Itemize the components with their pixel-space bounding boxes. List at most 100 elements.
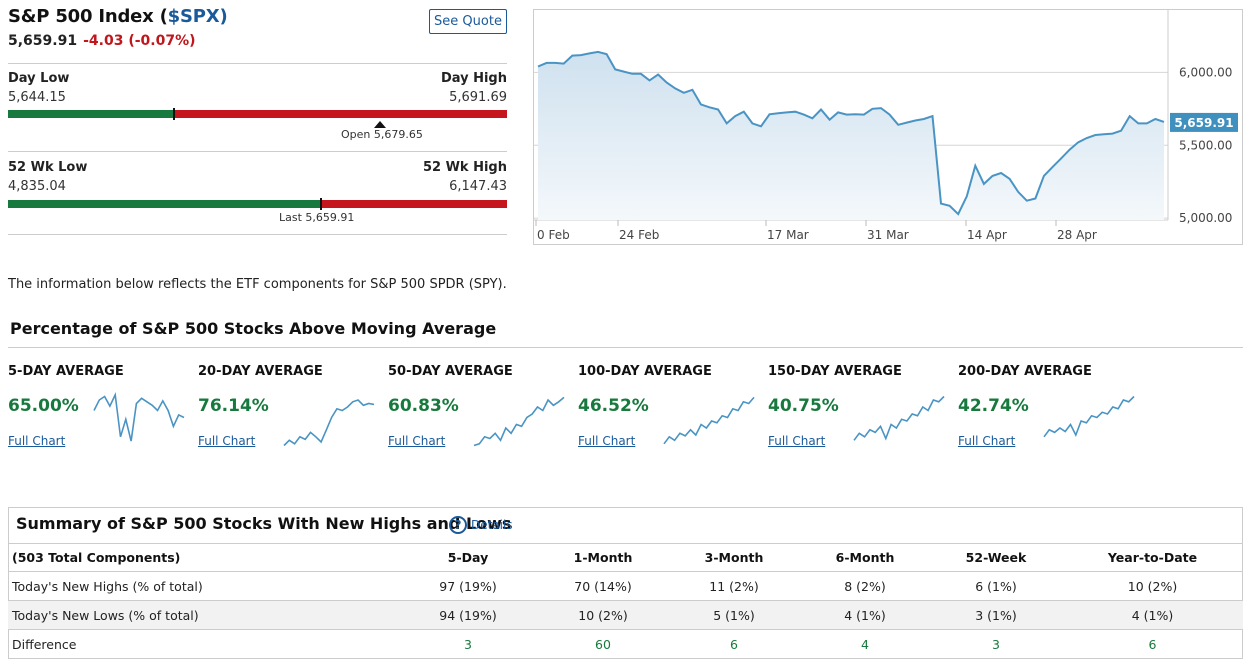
summary-table: (503 Total Components) 5-Day 1-Month 3-Mont…: [8, 543, 1243, 659]
divider: [8, 347, 1243, 348]
ma-card-label: 100-DAY AVERAGE: [578, 364, 712, 379]
table-header-period: Year-to-Date: [1062, 543, 1243, 572]
wk52-range-low-segment: [8, 200, 321, 208]
wk52-low-label: 52 Wk Low: [8, 160, 88, 175]
price-chart-svg: 0 Feb 24 Feb 17 Mar 31 Mar 14 Apr 28 Apr 6,000…: [534, 10, 1238, 242]
divider: [8, 151, 507, 152]
x-tick-label: 28 Apr: [1057, 228, 1097, 242]
day-range-marker: [173, 108, 175, 120]
table-header-row: (503 Total Components) 5-Day 1-Month 3-Mont…: [8, 543, 1243, 572]
row-label: Today's New Lows (% of total): [8, 600, 398, 630]
table-cell: 4 (1%): [800, 600, 930, 630]
table-cell: 3 (1%): [930, 600, 1062, 630]
table-cell: 3: [930, 629, 1062, 659]
table-cell: 3: [398, 629, 538, 659]
divider: [8, 234, 507, 235]
see-quote-button[interactable]: See Quote: [429, 9, 507, 34]
wk52-range-bar: [8, 198, 507, 210]
sparkline-path: [1043, 395, 1135, 438]
price-chart[interactable]: 0 Feb 24 Feb 17 Mar 31 Mar 14 Apr 28 Apr 6,000…: [533, 9, 1243, 245]
x-tick-label: 31 Mar: [867, 228, 909, 242]
wk52-low-value: 4,835.04: [8, 179, 66, 194]
day-range-high-segment: [174, 110, 507, 118]
wk52-high-value: 6,147.43: [449, 179, 507, 194]
ma-card-label: 200-DAY AVERAGE: [958, 364, 1092, 379]
table-cell: 5 (1%): [668, 600, 800, 630]
last-price: 5,659.91: [8, 33, 78, 49]
table-header-period: 52-Week: [930, 543, 1062, 572]
ma-sparkline: [283, 399, 375, 447]
ma-card-value: 40.75%: [768, 396, 839, 416]
table-cell: 8 (2%): [800, 571, 930, 601]
table-row: Today's New Highs (% of total) 97 (19%) 70…: [8, 571, 1243, 601]
day-range-low-segment: [8, 110, 174, 118]
index-title: S&P 500 Index ($SPX): [8, 6, 228, 27]
index-name: S&P 500 Index (: [8, 6, 168, 27]
table-cell: 94 (19%): [398, 600, 538, 630]
row-label: Difference: [8, 629, 398, 659]
ma-sparkline: [1043, 395, 1135, 438]
wk52-range-marker: [320, 198, 322, 210]
sparkline-path: [283, 399, 375, 447]
details-link[interactable]: Details: [471, 518, 513, 532]
price-line: 5,659.91 -4.03 (-0.07%): [8, 33, 196, 49]
sparkline-path: [93, 391, 185, 442]
open-price-label: Open 5,679.65: [341, 128, 423, 141]
full-chart-link[interactable]: Full Chart: [958, 434, 1016, 448]
ma-section-title: Percentage of S&P 500 Stocks Above Movin…: [10, 319, 497, 338]
day-high-label: Day High: [440, 71, 507, 86]
last-price-badge: [1170, 112, 1238, 132]
day-low-label: Day Low: [8, 71, 70, 86]
sparkline-path: [853, 395, 945, 441]
index-symbol[interactable]: $SPX: [167, 6, 220, 27]
ma-sparkline: [663, 396, 755, 445]
price-line: [537, 50, 1165, 216]
table-cell: 10 (2%): [538, 600, 668, 630]
table-header-period: 3-Month: [668, 543, 800, 572]
table-cell: 6: [1062, 629, 1243, 659]
y-tick-label: 5,000.00: [1179, 211, 1232, 225]
sparkline-path: [473, 396, 565, 447]
last-price-badge-label: 5,659.91: [1174, 116, 1233, 130]
help-icon[interactable]: ?: [449, 516, 467, 534]
ma-sparkline: [93, 391, 185, 442]
table-cell: 10 (2%): [1062, 571, 1243, 601]
table-cell: 97 (19%): [398, 571, 538, 601]
day-high-value: 5,691.69: [449, 90, 507, 105]
open-marker-icon: [374, 121, 386, 128]
day-low-value: 5,644.15: [8, 90, 66, 105]
y-tick-label: 6,000.00: [1179, 65, 1232, 79]
table-row: Difference 3 60 6 4 3 6: [8, 629, 1243, 659]
summary-title: Summary of S&P 500 Stocks With New Highs…: [16, 514, 512, 533]
index-symbol-paren: ): [219, 6, 228, 27]
full-chart-link[interactable]: Full Chart: [578, 434, 636, 448]
table-row: Today's New Lows (% of total) 94 (19%) 10 …: [8, 600, 1243, 630]
price-area: [538, 51, 1164, 221]
price-change: -4.03 (-0.07%): [83, 33, 196, 49]
table-cell: 60: [538, 629, 668, 659]
ma-card-label: 150-DAY AVERAGE: [768, 364, 902, 379]
divider: [8, 63, 507, 64]
table-cell: 70 (14%): [538, 571, 668, 601]
day-range-bar: [8, 108, 507, 120]
table-cell: 4 (1%): [1062, 600, 1243, 630]
table-header-period: 1-Month: [538, 543, 668, 572]
ma-card-label: 5-DAY AVERAGE: [8, 364, 124, 379]
ma-card-value: 60.83%: [388, 396, 459, 416]
x-tick-label: 14 Apr: [967, 228, 1007, 242]
ma-card-value: 42.74%: [958, 396, 1029, 416]
full-chart-link[interactable]: Full Chart: [768, 434, 826, 448]
wk52-range-high-segment: [321, 200, 507, 208]
table-header-period: 6-Month: [800, 543, 930, 572]
full-chart-link[interactable]: Full Chart: [8, 434, 66, 448]
full-chart-link[interactable]: Full Chart: [388, 434, 446, 448]
table-cell: 6: [668, 629, 800, 659]
y-tick-label: 5,500.00: [1179, 138, 1232, 152]
ma-card-value: 46.52%: [578, 396, 649, 416]
wk52-high-label: 52 Wk High: [422, 160, 507, 175]
full-chart-link[interactable]: Full Chart: [198, 434, 256, 448]
table-cell: 4: [800, 629, 930, 659]
ma-card-label: 20-DAY AVERAGE: [198, 364, 323, 379]
x-tick-label: 0 Feb: [537, 228, 570, 242]
table-header-period: 5-Day: [398, 543, 538, 572]
